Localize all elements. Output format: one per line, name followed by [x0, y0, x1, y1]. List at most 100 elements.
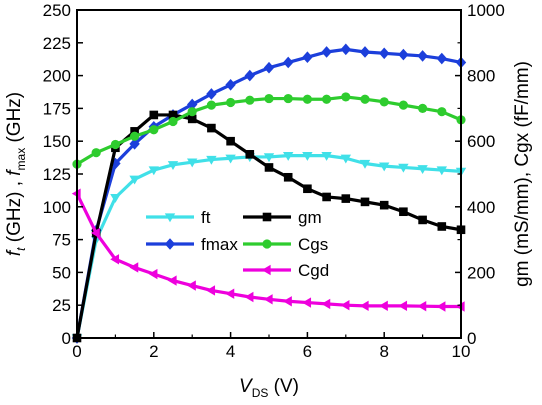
- y-right-tick-label: 800: [467, 67, 495, 86]
- data-point-ft: [436, 166, 447, 176]
- data-point-gm: [207, 123, 216, 133]
- data-point-gm: [168, 110, 178, 120]
- x-axis-title: VDS (V): [239, 376, 299, 400]
- legend-item-Cgd: Cgd: [243, 261, 329, 280]
- data-point-Cgs: [110, 139, 120, 150]
- y-left-axis-title-part: (GHz) ,: [4, 176, 25, 248]
- x-axis-ticks: 0 2 4 6 8 10: [72, 332, 470, 361]
- data-point-Cgs: [226, 97, 236, 108]
- data-point-gm: [245, 150, 255, 159]
- data-point-fmax: [359, 46, 371, 58]
- data-point-fmax: [302, 51, 313, 64]
- data-point-fmax: [379, 47, 390, 60]
- data-point-Cgs: [341, 92, 351, 102]
- y-left-axis-title-part: t: [14, 247, 28, 251]
- data-point-gm: [130, 127, 139, 136]
- plot-marks: [71, 43, 467, 344]
- x-axis-title-main: V: [239, 376, 254, 397]
- data-point-Cgd: [359, 300, 369, 312]
- legend-marker-Cgs: [262, 239, 272, 249]
- data-point-Cgd: [187, 280, 196, 291]
- data-point-fmax: [263, 61, 275, 74]
- legend-label-ft: ft: [201, 208, 211, 227]
- data-point-Cgs: [398, 100, 408, 110]
- y-right-tick-label: 400: [467, 198, 495, 217]
- data-point-ft: [167, 161, 179, 171]
- data-point-gm: [418, 215, 427, 225]
- data-point-fmax: [398, 48, 409, 61]
- x-tick-label: 8: [379, 342, 388, 361]
- legend-marker-ft: [164, 213, 176, 223]
- legend: ft fmax gm Cgs Cgd: [146, 208, 329, 280]
- data-point-Cgd: [225, 288, 235, 299]
- y-left-axis-ticks: 0 25 50 75 100 125 150 175 200 225 250: [43, 1, 83, 348]
- series-Cgd: [71, 188, 465, 312]
- y-left-tick-label: 25: [52, 296, 71, 315]
- x-tick-label: 4: [226, 342, 235, 361]
- data-point-Cgs: [379, 97, 389, 107]
- data-point-Cgs: [168, 116, 178, 127]
- data-point-Cgd: [302, 297, 312, 308]
- data-point-fmax: [436, 52, 447, 65]
- x-tick-label: 6: [303, 342, 312, 361]
- y-right-axis-title: gm (mS/mm), Cgx (fF/mm): [512, 61, 533, 287]
- data-point-Cgs: [130, 131, 140, 141]
- x-axis-title-sub: DS: [252, 386, 269, 400]
- legend-label-Cgd: Cgd: [298, 261, 329, 280]
- data-point-ft: [187, 158, 198, 168]
- data-point-Cgs: [264, 93, 274, 104]
- data-point-gm: [360, 197, 370, 207]
- data-point-ft: [206, 155, 217, 165]
- data-point-Cgd: [379, 300, 388, 312]
- data-point-fmax: [206, 88, 217, 100]
- data-point-gm: [149, 110, 159, 120]
- x-tick-label: 10: [452, 342, 471, 361]
- y-right-tick-label: 600: [467, 132, 495, 151]
- data-point-ft: [302, 151, 313, 161]
- y-left-tick-label: 225: [43, 34, 71, 53]
- data-point-Cgs: [245, 95, 255, 105]
- data-point-Cgs: [302, 94, 312, 104]
- data-point-Cgd: [110, 254, 120, 265]
- data-point-ft: [110, 193, 121, 203]
- data-point-Cgd: [398, 300, 408, 312]
- y-right-axis-ticks: 0 200 400 600 800 1000: [455, 1, 505, 348]
- data-point-Cgs: [360, 94, 370, 104]
- data-point-ft: [379, 162, 390, 172]
- legend-label-fmax: fmax: [201, 235, 238, 254]
- y-left-tick-label: 0: [62, 329, 71, 348]
- series-ft: [71, 151, 467, 344]
- y-left-tick-label: 150: [43, 132, 71, 151]
- legend-item-Cgs: Cgs: [243, 235, 328, 254]
- data-point-gm: [322, 192, 331, 202]
- legend-item-fmax: fmax: [146, 235, 238, 254]
- data-point-Cgs: [283, 93, 293, 104]
- data-point-ft: [225, 154, 236, 164]
- data-point-ft: [417, 165, 428, 174]
- data-point-ft: [263, 153, 275, 163]
- data-point-Cgd: [340, 300, 350, 311]
- data-point-fmax: [283, 56, 294, 69]
- data-point-gm: [226, 136, 235, 146]
- y-left-axis-title-part: (GHz): [4, 92, 25, 148]
- data-point-fmax: [244, 69, 255, 82]
- data-point-ft: [321, 151, 332, 161]
- data-point-Cgs: [437, 107, 447, 117]
- y-left-axis-title-part: f: [4, 249, 25, 256]
- data-point-Cgd: [263, 294, 273, 305]
- y-left-tick-label: 125: [43, 165, 71, 184]
- legend-item-gm: gm: [243, 208, 322, 227]
- y-left-axis-title: ft​ (GHz) , fmax​ (GHz): [4, 92, 28, 256]
- series-line-fmax: [75, 47, 462, 339]
- data-point-Cgd: [148, 268, 158, 280]
- y-left-tick-label: 200: [43, 67, 71, 86]
- data-point-Cgd: [91, 227, 100, 239]
- data-point-ft: [340, 154, 351, 164]
- legend-marker-fmax: [164, 238, 176, 250]
- data-point-Cgs: [187, 107, 197, 117]
- data-point-Cgd: [417, 300, 427, 312]
- legend-label-Cgs: Cgs: [298, 235, 328, 254]
- data-point-ft: [129, 175, 140, 185]
- series-Cgs: [72, 92, 466, 169]
